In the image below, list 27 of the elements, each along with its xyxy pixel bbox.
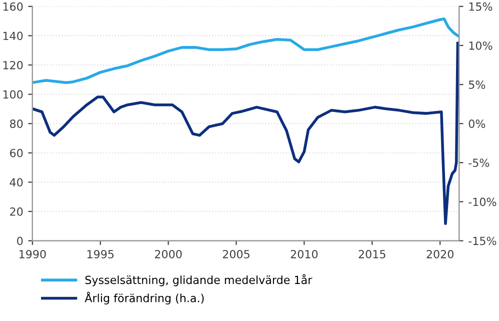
line-series [32,17,460,84]
y-tick-label: 60 [10,148,23,158]
y-tick-label: 20 [10,207,23,216]
x-tick-label: 2005 [222,250,250,258]
y2-tick-label: -5% [468,158,490,168]
y-tick-label: 0 [17,236,23,246]
y-tick-label: 80 [10,120,23,128]
y2-tick-label: 10% [469,41,492,50]
y-tick-label: 140 [3,32,23,40]
line-series [32,42,460,225]
x-tick-label: 1990 [20,250,46,258]
y-tick-label: 160 [3,2,23,11]
y2-tick-label: 0% [468,120,486,128]
y2-tick-label: 5% [468,80,486,89]
x-tick-label: 2000 [154,250,182,258]
legend-label: Årlig förändring (h.a.) [84,292,204,304]
x-tick-label: 1995 [87,250,114,258]
x-tick-label: 2020 [426,250,454,258]
y2-tick-label: -15% [468,236,496,246]
y2-tick-label: -10% [468,198,496,206]
legend-label: Sysselsättning, glidande medelvärde 1år [85,274,312,286]
y-tick-label: 40 [10,178,23,187]
x-tick-label: 2015 [358,250,386,258]
y-tick-label: 120 [3,60,23,70]
y-tick-label: 100 [3,90,23,99]
y2-tick-label: 15% [469,2,492,11]
x-tick-label: 2010 [290,250,318,258]
